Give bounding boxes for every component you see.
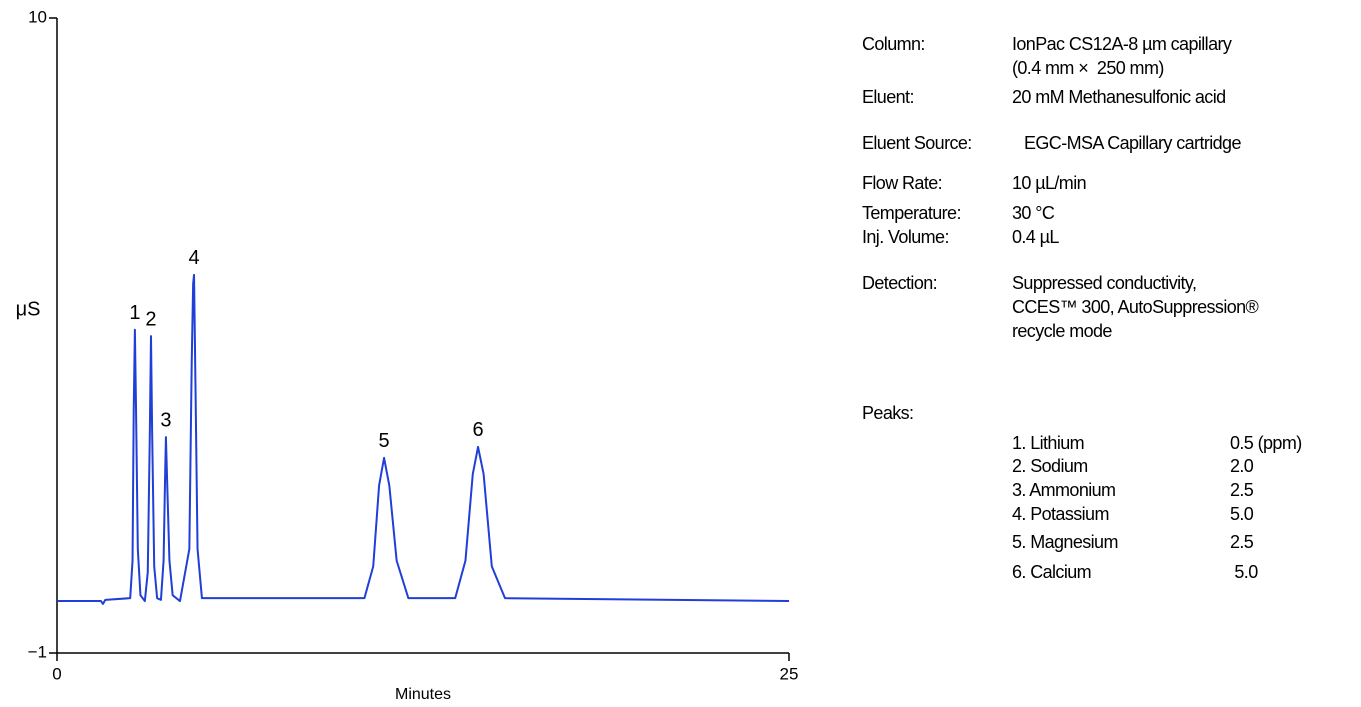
peak-name: 2. Sodium bbox=[1012, 456, 1088, 476]
condition-label: Flow Rate: bbox=[862, 173, 943, 193]
condition-value: (0.4 mm × 250 mm) bbox=[1012, 58, 1164, 78]
peak-name: 3. Ammonium bbox=[1012, 480, 1116, 500]
peak-label: 3 bbox=[160, 409, 171, 431]
condition-value: 20 mM Methanesulfonic acid bbox=[1012, 87, 1226, 107]
chart: μS Minutes −1 10 0 25 1 2 3 4 5 6 bbox=[16, 7, 799, 703]
condition-label: Temperature: bbox=[862, 203, 961, 223]
peak-concentration: 5.0 bbox=[1230, 562, 1258, 582]
condition-label: Inj. Volume: bbox=[862, 227, 949, 247]
condition-value: Suppressed conductivity, bbox=[1012, 273, 1197, 293]
condition-label: Column: bbox=[862, 34, 925, 54]
condition-value: 0.4 µL bbox=[1012, 227, 1059, 247]
condition-value: 10 µL/min bbox=[1012, 173, 1087, 193]
peak-name: 6. Calcium bbox=[1012, 562, 1092, 582]
condition-value: recycle mode bbox=[1012, 321, 1112, 341]
x-axis-label: Minutes bbox=[395, 686, 451, 703]
condition-value: IonPac CS12A-8 µm capillary bbox=[1012, 34, 1232, 54]
peak-concentration: 2.5 bbox=[1230, 532, 1254, 552]
x-tick-label: 0 bbox=[52, 664, 61, 683]
peaks-label: Peaks: bbox=[862, 403, 914, 423]
peak-concentration: 5.0 bbox=[1230, 504, 1254, 524]
condition-value: 30 °C bbox=[1012, 203, 1055, 223]
y-tick-label: −1 bbox=[28, 642, 47, 661]
peak-label: 5 bbox=[378, 430, 389, 452]
peak-label: 1 bbox=[129, 302, 140, 324]
peak-concentration: 2.0 bbox=[1230, 456, 1254, 476]
y-axis-label: μS bbox=[16, 298, 41, 320]
peak-name: 4. Potassium bbox=[1012, 504, 1109, 524]
condition-label: Eluent: bbox=[862, 87, 914, 107]
peak-label: 6 bbox=[472, 419, 483, 441]
chromatogram-trace bbox=[57, 273, 790, 605]
peak-concentration: 0.5 (ppm) bbox=[1230, 433, 1302, 453]
condition-value: EGC-MSA Capillary cartridge bbox=[1024, 133, 1241, 153]
x-tick-label: 25 bbox=[780, 664, 799, 683]
peak-label: 2 bbox=[145, 308, 156, 330]
peak-name: 1. Lithium bbox=[1012, 433, 1085, 453]
peak-label: 4 bbox=[188, 247, 199, 269]
condition-label: Eluent Source: bbox=[862, 133, 972, 153]
condition-value: CCES™ 300, AutoSuppression® bbox=[1012, 297, 1259, 317]
y-tick-label: 10 bbox=[28, 7, 47, 26]
peak-concentration: 2.5 bbox=[1230, 480, 1254, 500]
condition-label: Detection: bbox=[862, 273, 938, 293]
peak-name: 5. Magnesium bbox=[1012, 532, 1118, 552]
